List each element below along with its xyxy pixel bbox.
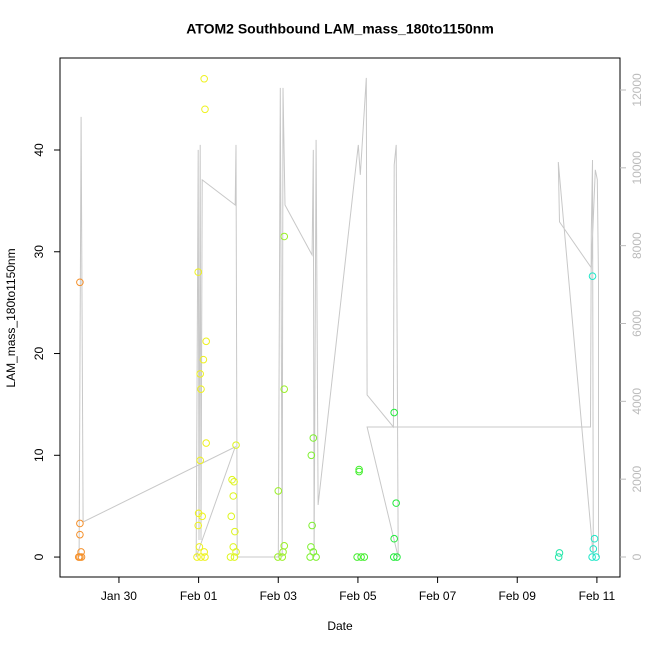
point [230,477,238,486]
point [229,492,238,500]
point [76,519,84,528]
x-tick-label: Feb 05 [339,589,377,603]
point [198,512,206,521]
point [231,527,239,536]
point [280,232,289,241]
point [227,512,236,521]
point [588,553,596,561]
altitude-line [78,77,599,558]
plot-frame [59,57,621,578]
y2-tick-label: 10000 [630,151,644,185]
point [194,268,203,276]
point [230,553,239,561]
y2-tick-label: 8000 [630,232,644,259]
point [390,534,398,543]
point [588,272,597,280]
point [274,553,282,561]
point [202,337,210,346]
point [226,553,235,561]
point [355,465,363,474]
point [280,385,289,393]
point [202,439,210,447]
point [193,553,201,561]
x-tick-label: Feb 11 [579,589,616,603]
x-axis-label: Date [327,619,353,633]
point [353,553,361,561]
point [393,553,401,561]
y2-tick-label: 2000 [630,465,644,492]
y2-tick-label: 6000 [630,310,644,337]
y-tick-label: 40 [32,143,46,157]
y2-tick-label: 12000 [630,73,644,107]
point [196,370,204,378]
point [76,530,84,539]
point [200,74,208,83]
y-tick-label: 20 [32,347,46,361]
point [195,543,204,551]
point [392,499,400,507]
point [77,553,86,561]
point [232,548,240,556]
point [360,553,369,561]
point [278,553,287,561]
point [389,553,398,561]
x-tick-label: Feb 09 [499,589,537,603]
point [590,534,599,543]
y-tick-label: 10 [32,448,46,462]
point [196,456,204,465]
y-axis-label: LAM_mass_180to1150nm [4,248,18,387]
y-tick-label: 30 [32,245,46,259]
x-tick-label: Jan 30 [101,589,137,603]
point [197,553,205,561]
point [201,105,209,114]
x-tick-label: Feb 01 [180,589,218,603]
y-tick-label: 0 [32,553,46,560]
point [199,355,208,364]
point [554,553,563,561]
point [592,553,600,561]
point [312,553,320,561]
point [279,548,287,556]
point [201,553,209,561]
point [589,545,598,553]
chart-title: ATOM2 Southbound LAM_mass_180to1150nm [186,21,494,37]
point [306,553,314,561]
point [390,408,398,417]
point [308,521,316,530]
point [197,385,205,393]
point [76,278,84,287]
point [274,487,283,495]
point [555,549,564,557]
x-tick-label: Feb 07 [419,589,457,603]
point [232,441,240,449]
x-tick-label: Feb 03 [260,589,298,603]
point [309,434,318,442]
y2-tick-label: 0 [630,553,644,560]
point [307,451,316,460]
point [357,553,365,561]
point [228,475,236,484]
y2-tick-label: 4000 [630,388,644,415]
point [194,521,203,530]
point [355,467,363,476]
